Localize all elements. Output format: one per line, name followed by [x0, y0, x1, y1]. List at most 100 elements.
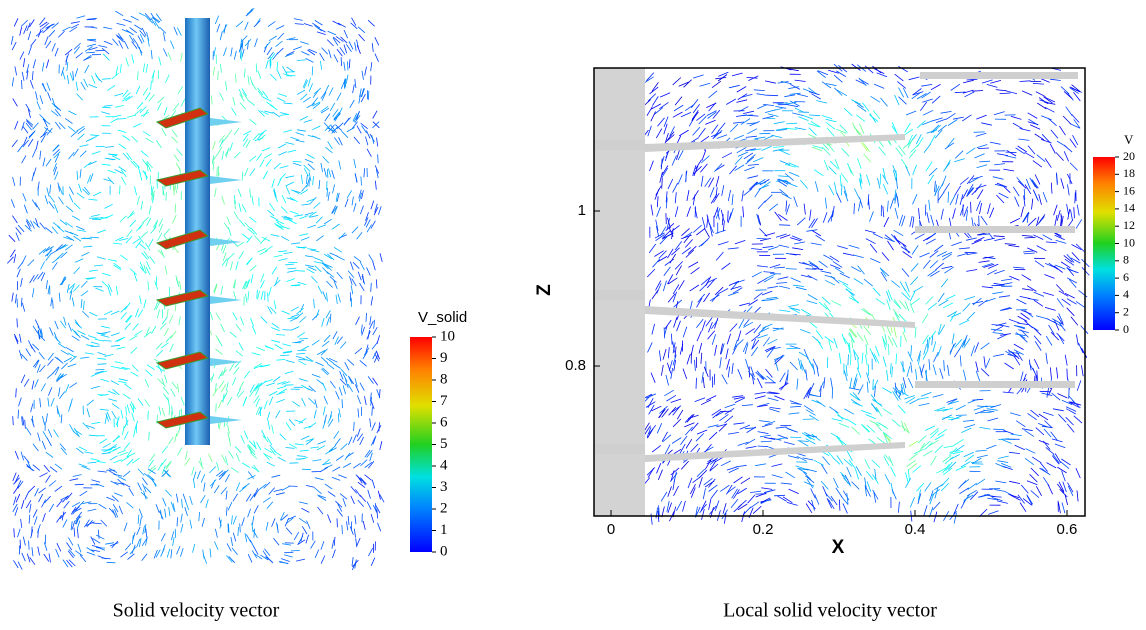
- vector: [98, 364, 107, 365]
- x-tick-label: 0: [607, 521, 615, 538]
- vector: [57, 358, 64, 364]
- vector: [301, 175, 302, 184]
- vector: [316, 217, 322, 224]
- vector: [887, 326, 892, 336]
- vector: [1025, 458, 1034, 465]
- vector: [94, 265, 103, 266]
- vector: [95, 288, 103, 291]
- vector: [136, 225, 142, 232]
- colorbar-tick-label: 9: [440, 350, 448, 366]
- vector: [155, 281, 158, 290]
- vector: [99, 504, 107, 509]
- vector: [780, 373, 786, 382]
- vector: [41, 135, 45, 143]
- vector: [1070, 163, 1078, 171]
- vector: [662, 168, 668, 177]
- vector: [258, 291, 260, 300]
- vector: [125, 303, 130, 310]
- vector: [38, 182, 39, 191]
- vector: [126, 316, 132, 323]
- vector: [950, 343, 956, 352]
- vector: [18, 225, 24, 232]
- vector: [77, 94, 83, 101]
- vector: [123, 394, 130, 399]
- vector: [954, 159, 965, 162]
- vector: [856, 115, 865, 122]
- vector: [1037, 103, 1046, 109]
- vector: [309, 83, 312, 91]
- vector: [1009, 319, 1019, 323]
- vector: [774, 356, 784, 360]
- colorbar-tick-label: 14: [1123, 201, 1135, 215]
- vector: [246, 10, 253, 16]
- vector: [1062, 503, 1065, 514]
- vector: [786, 201, 787, 212]
- vector: [148, 411, 149, 420]
- vector: [776, 283, 787, 284]
- vector: [141, 232, 148, 238]
- vector: [291, 243, 300, 244]
- vector: [892, 366, 893, 377]
- vector: [348, 384, 353, 392]
- vector: [935, 434, 945, 440]
- vector: [925, 426, 935, 431]
- vector: [142, 554, 148, 561]
- vector: [28, 260, 34, 266]
- vector: [939, 300, 949, 306]
- vector: [42, 84, 47, 92]
- vector: [283, 330, 292, 331]
- vector: [806, 469, 817, 472]
- vector: [367, 331, 371, 339]
- vector: [691, 267, 700, 274]
- vector: [942, 266, 953, 268]
- vector: [118, 130, 127, 133]
- vector: [160, 323, 166, 330]
- vector: [829, 340, 832, 351]
- vector: [1067, 268, 1077, 273]
- vector: [32, 288, 34, 297]
- vector: [665, 259, 674, 265]
- vector: [233, 516, 236, 524]
- vector: [236, 483, 239, 491]
- vector: [136, 309, 139, 318]
- vector: [1014, 344, 1024, 350]
- vector: [930, 135, 935, 145]
- vector: [71, 22, 80, 24]
- vector: [371, 297, 373, 306]
- vector: [885, 454, 892, 462]
- vector: [748, 495, 755, 503]
- vector: [147, 365, 155, 370]
- vector: [256, 347, 264, 351]
- vector: [929, 200, 930, 211]
- vector: [175, 529, 176, 538]
- vector: [760, 435, 771, 437]
- vector: [177, 517, 178, 526]
- vector: [1028, 113, 1038, 119]
- vector: [866, 415, 876, 419]
- vector: [245, 22, 249, 30]
- vector: [884, 217, 889, 227]
- vector: [355, 515, 356, 524]
- vector: [248, 76, 249, 85]
- vector: [720, 357, 722, 368]
- vector: [800, 329, 810, 333]
- vector: [835, 411, 843, 419]
- vector: [269, 397, 273, 405]
- vector: [280, 114, 289, 115]
- vector: [877, 438, 886, 444]
- vector: [714, 374, 715, 385]
- vector: [242, 172, 243, 181]
- vector: [781, 483, 792, 484]
- vector: [834, 75, 842, 82]
- vector: [699, 477, 703, 487]
- vector: [1036, 316, 1047, 319]
- vector: [943, 464, 950, 473]
- vector: [156, 504, 159, 512]
- vector: [693, 104, 700, 113]
- vector: [823, 255, 833, 260]
- vector: [1017, 177, 1024, 185]
- vector: [659, 102, 668, 108]
- vector: [662, 178, 663, 189]
- vector: [224, 223, 229, 230]
- vector: [314, 88, 321, 94]
